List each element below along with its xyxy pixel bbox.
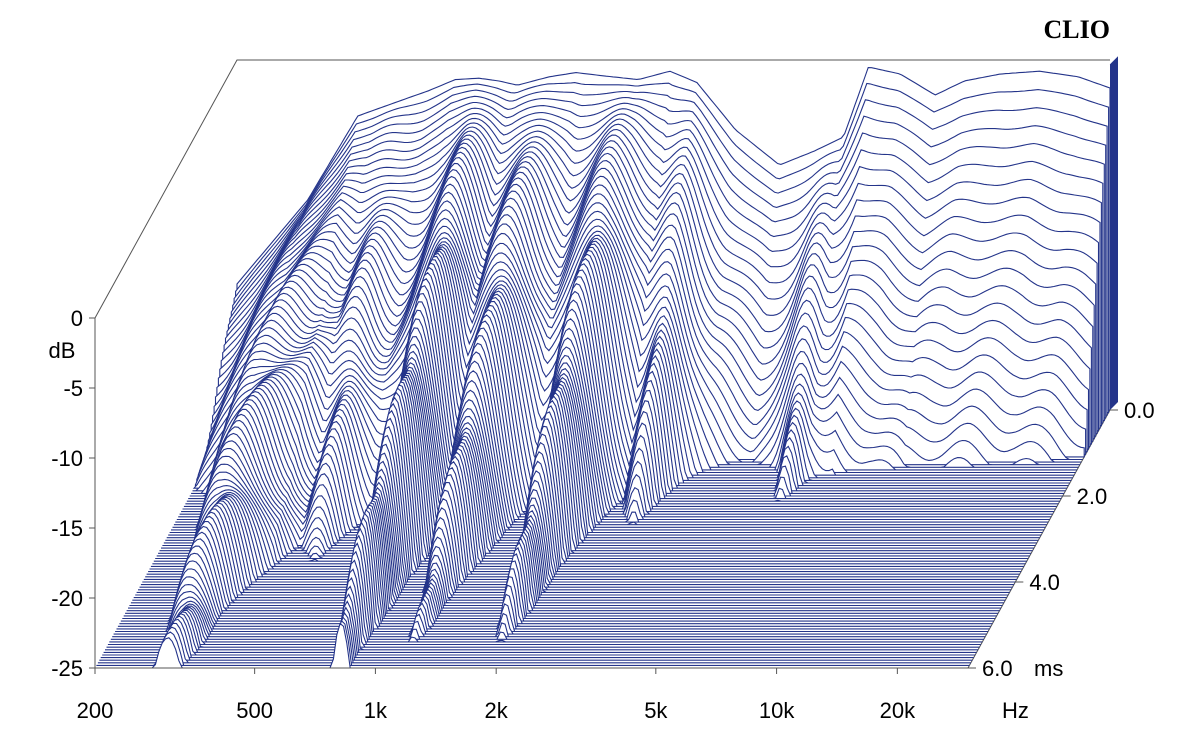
x-tick-label: 1k bbox=[364, 698, 388, 723]
z-tick-label: 0.0 bbox=[1124, 398, 1155, 423]
x-axis-unit: Hz bbox=[1002, 698, 1029, 723]
waterfall-slice bbox=[97, 616, 971, 664]
waterfall-slice bbox=[96, 619, 970, 666]
x-tick-label: 2k bbox=[485, 698, 509, 723]
y-tick-label: -20 bbox=[51, 586, 83, 611]
z-axis-unit: ms bbox=[1034, 656, 1063, 681]
x-tick-label: 500 bbox=[236, 698, 273, 723]
plot-panel bbox=[94, 59, 1111, 669]
x-tick-label: 20k bbox=[880, 698, 916, 723]
y-tick-label: -15 bbox=[51, 516, 83, 541]
slice-end-wall bbox=[1110, 56, 1118, 410]
y-tick-label: 0 bbox=[71, 306, 83, 331]
waterfall-slice bbox=[99, 611, 973, 661]
y-axis-unit: dB bbox=[49, 338, 76, 363]
x-tick-label: 5k bbox=[644, 698, 668, 723]
panel-top-edge bbox=[94, 59, 1110, 319]
panel-right-edge bbox=[967, 409, 1111, 669]
waterfall-slices bbox=[95, 56, 1118, 669]
waterfall-slice bbox=[100, 606, 974, 659]
y-tick-label: -10 bbox=[51, 446, 83, 471]
z-tick-label: 4.0 bbox=[1029, 570, 1060, 595]
waterfall-slice bbox=[95, 622, 968, 669]
x-tick-label: 10k bbox=[759, 698, 795, 723]
z-tick-label: 2.0 bbox=[1077, 484, 1108, 509]
y-tick-label: -25 bbox=[51, 656, 83, 681]
x-tick-label: 200 bbox=[77, 698, 114, 723]
axes: 0 -5 -10 -15 -20 -25 200 500 1k 2k 5k 10k 20k 0.0 2.0 4… bbox=[51, 306, 1154, 723]
y-tick-label: -5 bbox=[63, 376, 83, 401]
z-tick-label: 6.0 bbox=[982, 656, 1013, 681]
brand-logo: CLIO bbox=[1044, 15, 1110, 44]
